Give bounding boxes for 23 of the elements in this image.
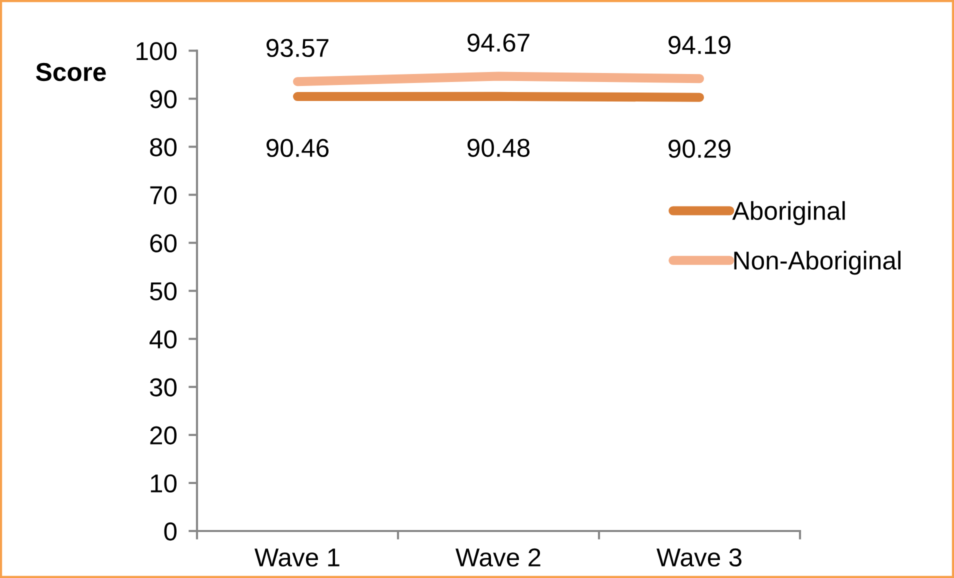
x-tick-label: Wave 1 — [254, 548, 340, 567]
y-tick-label: 50 — [150, 282, 177, 300]
y-tick-label: 100 — [136, 42, 177, 60]
y-tick-label: 20 — [150, 426, 177, 445]
y-tick-label: 10 — [150, 474, 177, 493]
y-tick-label: 60 — [150, 234, 177, 252]
legend-label: Aboriginal — [732, 201, 845, 226]
legend-label: Non-Aboriginal — [734, 250, 900, 275]
y-axis-title: Score — [36, 62, 106, 82]
data-label: 94.67 — [468, 34, 530, 52]
x-tick-label: Wave 2 — [456, 548, 540, 567]
y-tick-label: 30 — [150, 378, 177, 396]
y-tick-label: 90 — [150, 90, 177, 108]
data-label: 93.57 — [266, 38, 328, 58]
data-label: 90.46 — [266, 138, 329, 158]
y-tick-label: 80 — [150, 138, 177, 156]
data-label: 94.19 — [668, 36, 730, 54]
y-tick-label: 40 — [150, 330, 177, 348]
y-tick-label: 0 — [164, 522, 177, 541]
data-label: 90.48 — [468, 138, 530, 157]
data-label: 90.29 — [668, 140, 730, 158]
y-tick-label: 70 — [150, 186, 177, 204]
x-tick-label: Wave 3 — [656, 548, 742, 567]
